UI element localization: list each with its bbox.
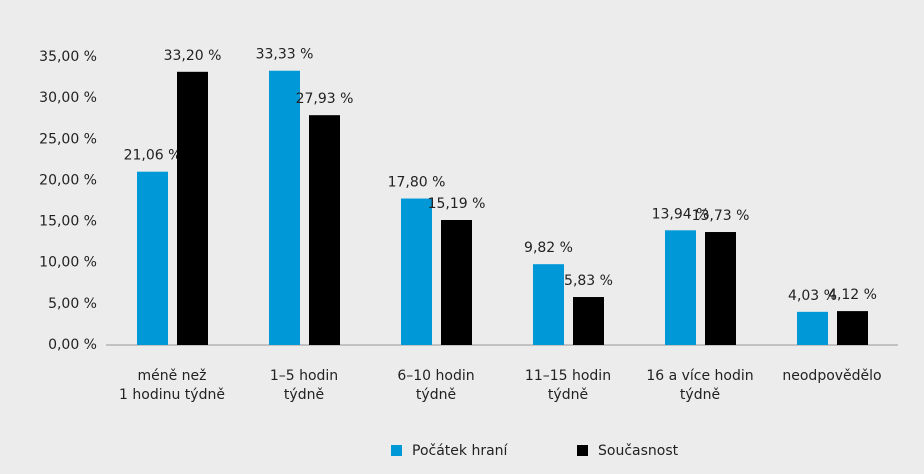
y-tick-label: 15,00 % xyxy=(39,214,97,230)
value-label: 27,93 % xyxy=(296,91,354,107)
bar xyxy=(309,115,340,346)
value-label: 21,06 % xyxy=(124,148,182,164)
bar xyxy=(837,311,868,345)
bar xyxy=(401,198,432,345)
value-label: 13,94 % xyxy=(652,206,710,222)
y-tick-label: 10,00 % xyxy=(39,255,97,271)
bar xyxy=(665,230,696,345)
value-label: 4,03 % xyxy=(788,288,837,304)
x-tick-label: neodpovědělo xyxy=(782,368,882,384)
legend-label: Počátek hraní xyxy=(412,443,509,459)
y-tick-label: 35,00 % xyxy=(39,49,97,65)
bar xyxy=(573,297,604,345)
value-label: 13,73 % xyxy=(692,208,750,224)
legend-label: Současnost xyxy=(598,443,679,459)
y-tick-label: 0,00 % xyxy=(48,337,97,353)
legend-swatch xyxy=(577,445,588,456)
x-tick-label: méně než 1 hodinu týdně xyxy=(119,368,225,403)
y-tick-label: 30,00 % xyxy=(39,90,97,106)
value-label: 9,82 % xyxy=(524,240,573,256)
y-tick-label: 20,00 % xyxy=(39,172,97,188)
value-label: 33,20 % xyxy=(164,48,222,64)
x-tick-label: 1–5 hodin týdně xyxy=(269,368,339,403)
value-label: 17,80 % xyxy=(388,175,446,191)
value-label: 4,12 % xyxy=(828,287,877,303)
value-label: 5,83 % xyxy=(564,273,613,289)
bar xyxy=(705,232,736,345)
bar xyxy=(269,70,300,346)
bar xyxy=(137,171,168,345)
bar xyxy=(533,264,564,345)
x-tick-label: 16 a více hodin týdně xyxy=(646,368,754,403)
bar xyxy=(797,311,828,345)
y-tick-label: 5,00 % xyxy=(48,296,97,312)
value-label: 33,33 % xyxy=(256,47,314,63)
y-tick-label: 25,00 % xyxy=(39,131,97,147)
x-tick-label: 6–10 hodin týdně xyxy=(397,368,475,403)
value-label: 15,19 % xyxy=(428,196,486,212)
bar xyxy=(177,71,208,345)
legend-swatch xyxy=(391,445,402,456)
bar xyxy=(441,220,472,345)
x-tick-label: 11–15 hodin týdně xyxy=(524,368,612,403)
